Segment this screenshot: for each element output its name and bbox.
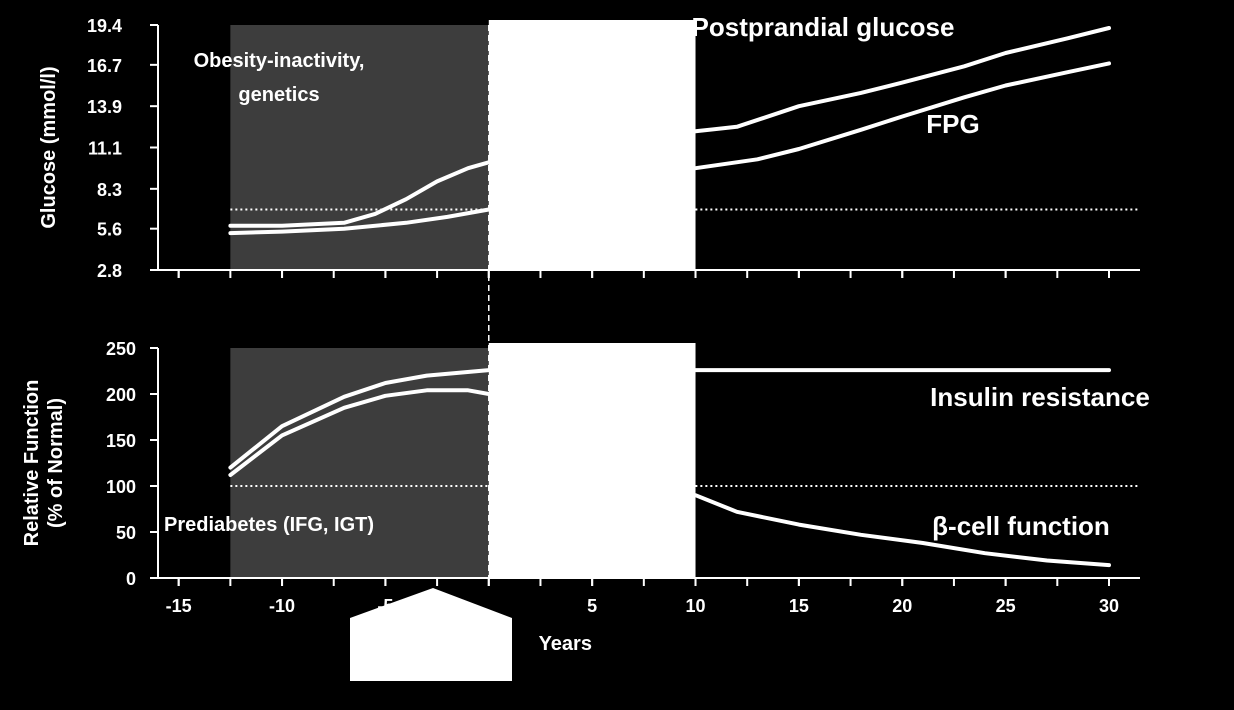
x-tick-label-7: 15 — [789, 596, 809, 616]
y-axis-label-panel-2-line-2: (% of Normal) — [45, 398, 67, 528]
y-tick-label-p2-4: 150 — [106, 431, 136, 451]
series-layer — [228, 26, 1111, 568]
pointer-callout-shape — [350, 588, 512, 681]
y-tick-label-p1-2: 5.6 — [97, 220, 122, 240]
x-tick-label-6: 10 — [686, 596, 706, 616]
y-tick-label-p1-3: 8.3 — [97, 180, 122, 200]
region-annotation-panel-1-line-1: Obesity-inactivity, — [194, 50, 365, 72]
x-tick-label-8: 20 — [892, 596, 912, 616]
series-label-p1-s1: Postprandial glucose — [692, 12, 955, 42]
x-axis-label: Years — [539, 633, 592, 655]
text-layer: 2.8 5.6 8.3 11.1 13.9 16.7 19.4 Glucose (mmol/l… — [21, 12, 1150, 681]
series-line-p1-s2-seg2 — [693, 61, 1111, 171]
series-label-p1-s2: FPG — [926, 109, 979, 139]
series-line-p2-s1-seg1 — [228, 368, 491, 470]
series-label-p2-s1: Insulin resistance — [930, 382, 1150, 412]
y-tick-label-p2-5: 200 — [106, 385, 136, 405]
x-tick-label-9: 25 — [996, 596, 1016, 616]
x-tick-label-5: 5 — [587, 596, 597, 616]
region-layer — [230, 25, 489, 578]
y-tick-label-p2-1: 0 — [126, 569, 136, 589]
y-tick-label-p1-5: 13.9 — [87, 97, 122, 117]
y-tick-label-p1-1: 2.8 — [97, 261, 122, 281]
series-line-p1-s1-seg2 — [693, 26, 1111, 134]
series-label-p2-s2: β-cell function — [932, 511, 1110, 541]
y-tick-label-p1-7: 19.4 — [87, 16, 122, 36]
y-tick-label-p2-3: 100 — [106, 477, 136, 497]
series-line-p1-s2-seg1 — [228, 207, 491, 236]
blank-region-panel-2 — [488, 343, 696, 578]
y-tick-label-p1-6: 16.7 — [87, 56, 122, 76]
region-annotation-panel-1-line-2: genetics — [238, 84, 319, 106]
blank-region-panel-1 — [488, 20, 696, 270]
series-line-p1-s1-seg1 — [228, 160, 491, 228]
y-tick-label-p2-2: 50 — [116, 523, 136, 543]
y-tick-label-p1-4: 11.1 — [88, 139, 122, 159]
y-tick-label-p2-6: 250 — [106, 339, 136, 359]
x-tick-label-2: -10 — [269, 596, 295, 616]
shaded-region-panel-2 — [230, 348, 489, 578]
x-tick-label-10: 30 — [1099, 596, 1119, 616]
y-axis-label-panel-1: Glucose (mmol/l) — [38, 66, 60, 228]
series-line-p2-s2-seg1 — [228, 388, 491, 477]
series-line-p2-s2-seg2 — [693, 493, 1111, 568]
x-tick-label-1: -15 — [166, 596, 192, 616]
region-annotation-panel-2-line-1: Prediabetes (IFG, IGT) — [164, 514, 374, 536]
y-axis-label-panel-2-line-1: Relative Function — [21, 380, 43, 547]
